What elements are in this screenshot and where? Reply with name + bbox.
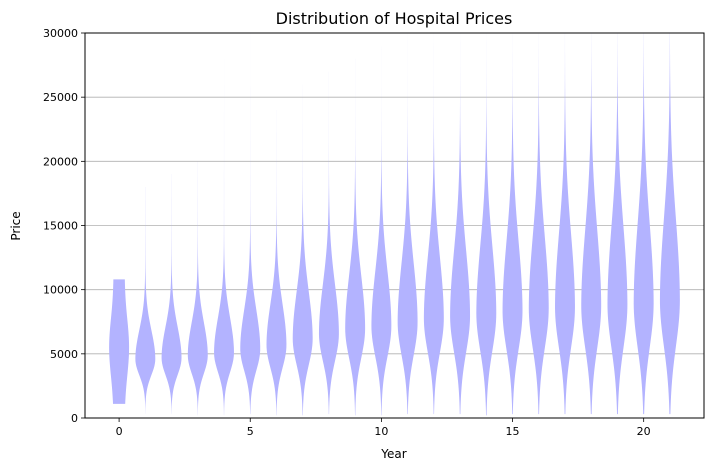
y-axis-label: Price (9, 211, 23, 240)
violin-year-13 (450, 33, 471, 415)
violin-year-19 (607, 33, 628, 415)
x-tick-label-3: 15 (506, 425, 520, 438)
y-tick-label-1: 5000 (50, 348, 78, 361)
violin-year-2 (161, 174, 182, 415)
y-tick-label-6: 30000 (43, 27, 78, 40)
violin-year-12 (423, 33, 444, 415)
x-tick-label-4: 20 (637, 425, 651, 438)
violin-year-16 (528, 33, 549, 415)
y-tick-label-0: 0 (71, 412, 78, 425)
violin-year-11 (397, 33, 418, 415)
y-tick-label-5: 25000 (43, 91, 78, 104)
violin-year-1 (135, 187, 156, 415)
x-tick-label-1: 5 (247, 425, 254, 438)
x-tick-label-0: 0 (116, 425, 123, 438)
y-tick-label-3: 15000 (43, 220, 78, 233)
chart-title: Distribution of Hospital Prices (276, 9, 513, 28)
x-ticks: 0 5 10 15 20 (116, 418, 651, 438)
violin-year-4 (214, 58, 234, 416)
violin-year-9 (345, 58, 366, 416)
violin-year-10 (371, 45, 392, 416)
x-axis-label: Year (380, 447, 406, 461)
violin-year-6 (266, 110, 287, 416)
violin-year-0 (109, 279, 130, 404)
y-tick-label-2: 10000 (43, 284, 78, 297)
violin-year-20 (633, 33, 654, 415)
violin-year-8 (318, 71, 339, 415)
violin-year-3 (187, 161, 208, 416)
y-tick-label-4: 20000 (43, 155, 78, 168)
violin-year-7 (292, 84, 313, 416)
y-ticks: 0 5000 10000 15000 20000 25000 30000 (43, 27, 85, 425)
violin-year-14 (476, 33, 497, 416)
violin-year-21 (659, 33, 680, 415)
violin-year-15 (502, 33, 523, 415)
violin-year-18 (581, 33, 602, 415)
violin-year-5 (240, 33, 261, 415)
x-tick-label-2: 10 (374, 425, 388, 438)
violins (109, 33, 680, 416)
violin-year-17 (555, 33, 575, 415)
